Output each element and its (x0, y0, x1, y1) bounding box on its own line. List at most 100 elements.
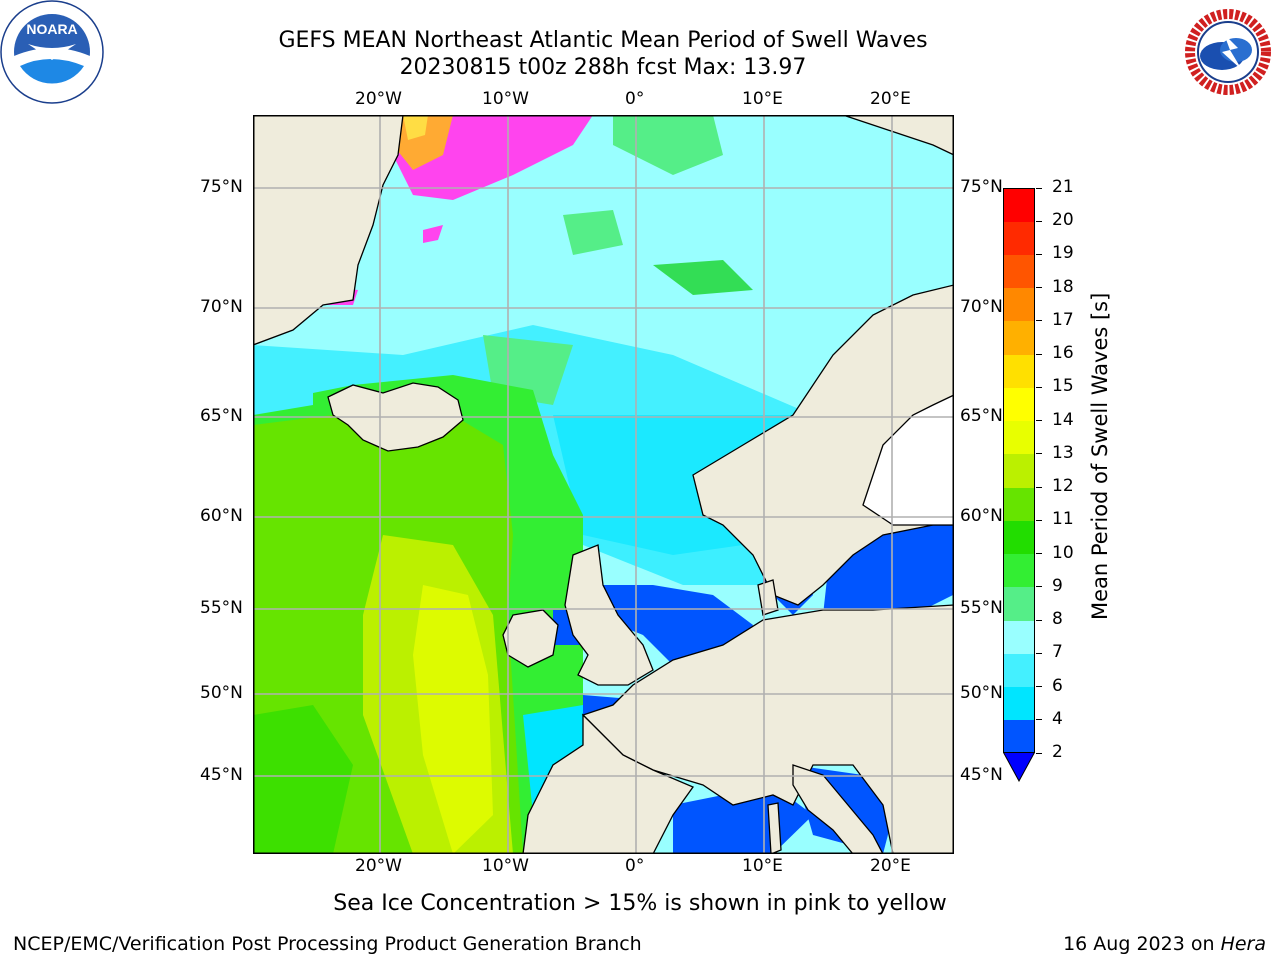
svalbard (842, 115, 954, 156)
scandinavia (692, 284, 954, 606)
colorbar-bin (1003, 320, 1035, 355)
colorbar-tick-label: 16 (1052, 343, 1074, 364)
colorbar-tick-label: 19 (1052, 243, 1074, 264)
greenland (253, 115, 404, 346)
lon-label-bottom-10w: 10°W (482, 856, 529, 876)
lat-label-left-50n: 50°N (200, 683, 243, 703)
colorbar-bin (1003, 487, 1035, 521)
colorbar-tick-label: 6 (1052, 675, 1063, 696)
noaa-logo-text: NOARA (26, 21, 77, 37)
great-britain (564, 544, 654, 686)
colorbar (1003, 188, 1035, 783)
colorbar-bin (1003, 387, 1035, 422)
map-frame (253, 115, 954, 854)
lat-label-left-60n: 60°N (200, 506, 243, 526)
colorbar-bin (1003, 254, 1035, 289)
colorbar-tick-label: 17 (1052, 309, 1074, 330)
lon-label-top-10w: 10°W (482, 89, 529, 109)
lon-label-top-20e: 20°E (870, 89, 911, 109)
land-masses (253, 115, 954, 854)
colorbar-tick-mark (1036, 287, 1042, 289)
colorbar-tick-label: 11 (1052, 509, 1074, 530)
colorbar-tick-mark (1036, 752, 1042, 754)
colorbar-bin (1003, 420, 1035, 455)
map-gridlines (253, 115, 954, 854)
sardinia (767, 802, 782, 854)
footer-date-text: 16 Aug 2023 on (1063, 933, 1221, 955)
lon-label-top-20w: 20°W (355, 89, 402, 109)
colorbar-tick-mark (1036, 686, 1042, 688)
lat-label-left-45n: 45°N (200, 765, 243, 785)
lat-label-right-50n: 50°N (960, 683, 1003, 703)
ireland (502, 609, 559, 668)
colorbar-tick-mark (1036, 187, 1042, 189)
colorbar-tick-label: 18 (1052, 276, 1074, 297)
colorbar-tick-mark (1036, 453, 1042, 455)
colorbar-title: Mean Period of Swell Waves [s] (1088, 292, 1112, 620)
colorbar-tick-mark (1036, 519, 1042, 521)
colorbar-tick-mark (1036, 253, 1042, 255)
colorbar-tick-mark (1036, 353, 1042, 355)
lat-label-right-55n: 55°N (960, 598, 1003, 618)
colorbar-bin (1003, 520, 1035, 555)
lat-label-left-70n: 70°N (200, 297, 243, 317)
lat-label-right-75n: 75°N (960, 177, 1003, 197)
footer-date: 16 Aug 2023 on Hera (1063, 933, 1266, 955)
colorbar-bin (1003, 221, 1035, 255)
lat-label-right-65n: 65°N (960, 406, 1003, 426)
colorbar-tick-label: 20 (1052, 210, 1074, 231)
lon-label-bottom-20w: 20°W (355, 856, 402, 876)
map-panel (253, 115, 954, 854)
italy (792, 764, 884, 854)
colorbar-tick-label: 14 (1052, 409, 1074, 430)
colorbar-bins (1003, 188, 1035, 754)
colorbar-tick-label: 10 (1052, 542, 1074, 563)
denmark (757, 579, 779, 616)
colorbar-tick-label: 12 (1052, 476, 1074, 497)
noaa-logo: NOARA (0, 0, 104, 104)
colorbar-tick-mark (1036, 486, 1042, 488)
colorbar-frame (1003, 188, 1035, 753)
colorbar-tick-mark (1036, 320, 1042, 322)
colorbar-tick-mark (1036, 553, 1042, 555)
colorbar-tick-label: 13 (1052, 442, 1074, 463)
lat-label-right-60n: 60°N (960, 506, 1003, 526)
colorbar-bin (1003, 354, 1035, 388)
iberia (522, 713, 694, 854)
lon-label-top-0: 0° (625, 89, 645, 109)
lat-label-right-45n: 45°N (960, 765, 1003, 785)
lon-label-bottom-10e: 10°E (742, 856, 783, 876)
colorbar-bin (1003, 719, 1035, 754)
colorbar-bin (1003, 453, 1035, 488)
lon-label-top-10e: 10°E (742, 89, 783, 109)
colorbar-tick-mark (1036, 220, 1042, 222)
colorbar-tick-label: 4 (1052, 708, 1063, 729)
footer-credit: NCEP/EMC/Verification Post Processing Pr… (13, 933, 642, 955)
swell-period-map (253, 115, 954, 854)
chart-title-line-2: 20230815 t00z 288h fcst Max: 13.97 (399, 55, 807, 80)
lat-label-left-55n: 55°N (200, 598, 243, 618)
colorbar-tick-label: 21 (1052, 177, 1074, 197)
colorbar-extend-arrow (1003, 752, 1035, 782)
colorbar-bin (1003, 188, 1035, 222)
chart-title-line-1: GEFS MEAN Northeast Atlantic Mean Period… (278, 28, 928, 53)
colorbar-bin (1003, 686, 1035, 721)
colorbar-tick-mark (1036, 586, 1042, 588)
nws-logo (1178, 2, 1278, 102)
lon-label-bottom-20e: 20°E (870, 856, 911, 876)
colorbar-bin (1003, 653, 1035, 688)
colorbar-tick-label: 7 (1052, 642, 1063, 663)
footer-machine: Hera (1220, 933, 1266, 955)
bothnia-gulf (862, 394, 954, 526)
colorbar-tick-label: 2 (1052, 742, 1063, 762)
colorbar-bin (1003, 287, 1035, 322)
colorbar-tick-mark (1036, 652, 1042, 654)
colorbar-bin (1003, 586, 1035, 621)
colorbar-tick-label: 15 (1052, 376, 1074, 397)
colorbar-tick-label: 9 (1052, 575, 1063, 596)
lat-label-right-70n: 70°N (960, 297, 1003, 317)
colorbar-tick-label: 8 (1052, 609, 1063, 630)
lat-label-left-75n: 75°N (200, 177, 243, 197)
colorbar-tick-mark (1036, 420, 1042, 422)
lat-label-left-65n: 65°N (200, 406, 243, 426)
